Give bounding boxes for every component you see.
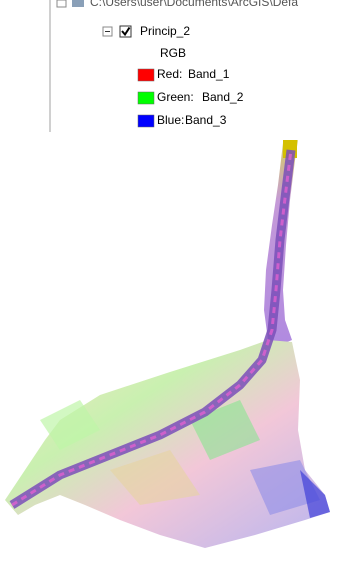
band-list: Red: Band_1 Green: Band_2 Blue:Band_3 — [138, 67, 244, 127]
band-channel: Blue: — [157, 113, 184, 127]
band-name: Band_3 — [185, 113, 227, 127]
band-channel: Red: — [157, 67, 182, 81]
band-swatch — [138, 115, 154, 127]
band-channel: Green: — [157, 90, 194, 104]
band-swatch — [138, 69, 154, 81]
page: C:\Users\user\Documents\ArcGIS\Defa Prin… — [0, 0, 349, 560]
floodplain — [5, 340, 330, 548]
renderer-label: RGB — [160, 46, 186, 60]
expand-box[interactable] — [57, 0, 66, 7]
layer-name[interactable]: Princip_2 — [140, 24, 190, 38]
data-path: C:\Users\user\Documents\ArcGIS\Defa — [90, 0, 298, 9]
band-name: Band_1 — [188, 67, 230, 81]
band-name: Band_2 — [202, 90, 244, 104]
screen: C:\Users\user\Documents\ArcGIS\Defa Prin… — [0, 0, 349, 560]
band-swatch — [138, 92, 154, 104]
folder-icon — [72, 0, 84, 7]
map-raster — [5, 140, 330, 548]
